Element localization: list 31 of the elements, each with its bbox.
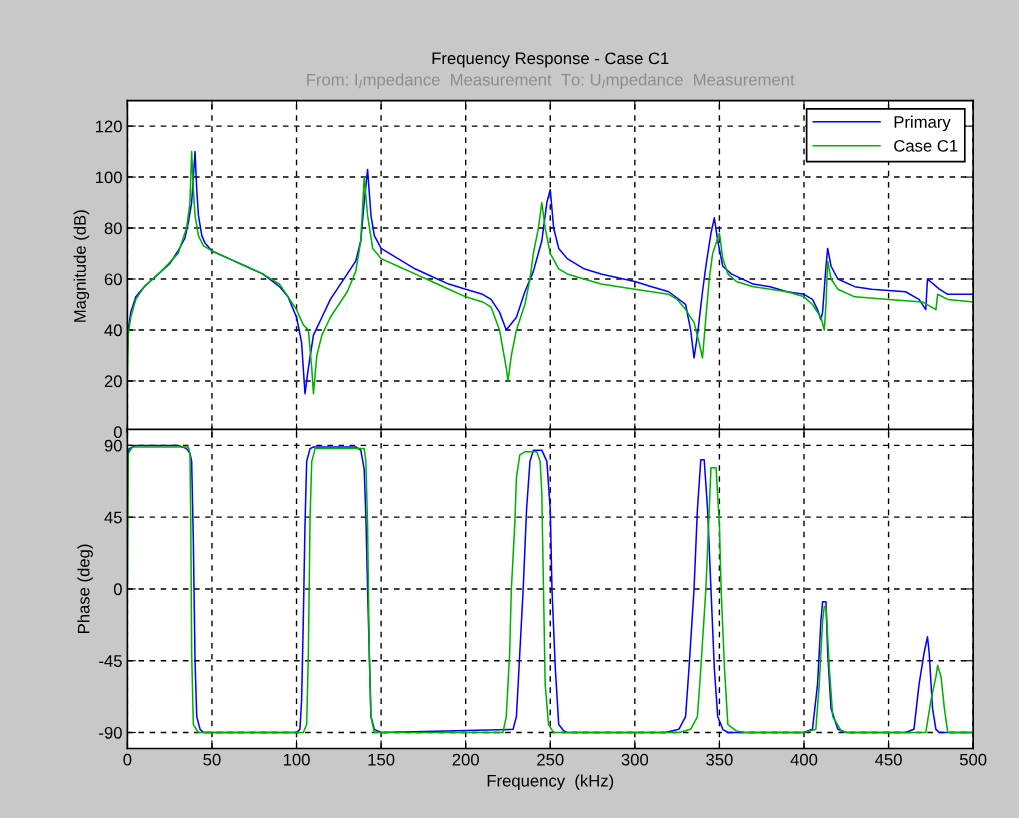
y-tick-label: 20: [104, 375, 122, 388]
x-tick-label: 350: [706, 753, 733, 766]
y-axis-title: Phase (deg): [77, 544, 93, 633]
y-tick-label: -45: [99, 655, 122, 667]
y-tick-label: 45: [104, 511, 122, 524]
x-tick-label: 100: [283, 753, 310, 766]
line-series: [127, 150, 974, 395]
x-tick-label: 0: [123, 753, 132, 766]
x-axis-title: Frequency (kHz): [487, 774, 614, 790]
x-tick-label: 300: [621, 753, 649, 766]
chart-subtitle: From: I$_{I}$mpedance Measurement To: U$_{I}$mpedance Measurement: [307, 73, 795, 89]
x-tick-label: 250: [537, 753, 564, 766]
y-tick-label: -90: [99, 726, 122, 739]
chart-title: Frequency Response - Case C1: [432, 52, 669, 68]
y-tick-label: 60: [104, 273, 122, 286]
x-tick-label: 500: [959, 753, 987, 766]
x-tick-label: 50: [203, 753, 221, 766]
y-tick-label: 0: [113, 426, 122, 439]
y-tick-label: 40: [104, 324, 122, 337]
x-tick-label: 400: [790, 753, 818, 766]
x-tick-label: 200: [452, 753, 479, 766]
y-tick-label: 80: [104, 222, 122, 235]
y-tick-label: 120: [95, 120, 122, 133]
y-tick-label: 0: [113, 583, 122, 596]
y-tick-label: 100: [95, 171, 122, 184]
y-axis-title: Magnitude (dB): [73, 210, 90, 322]
legend-label: Case C1: [894, 139, 958, 152]
x-tick-label: 450: [875, 753, 902, 766]
y-tick-label: 90: [104, 439, 122, 452]
legend-label: Primary: [894, 115, 951, 132]
x-tick-label: 150: [368, 753, 395, 766]
